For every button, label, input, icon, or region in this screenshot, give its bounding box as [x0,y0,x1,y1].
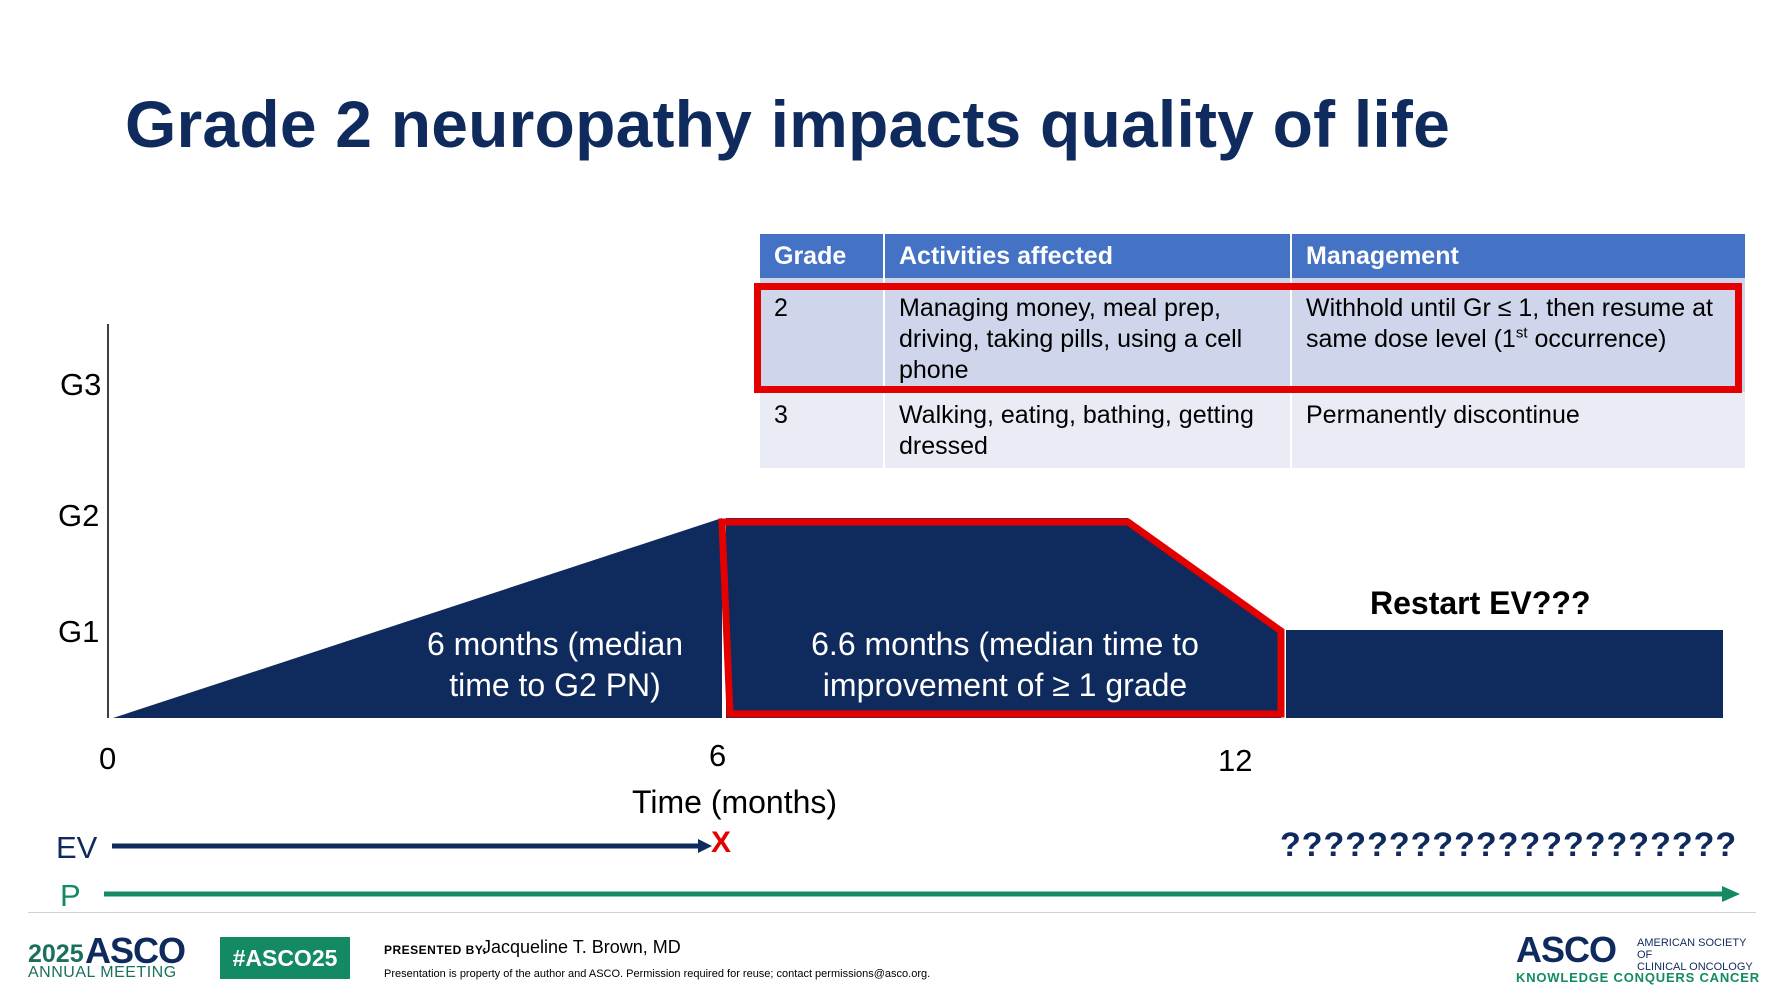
table-row: 3 Walking, eating, bathing, getting dres… [760,392,1747,468]
ev-stop-mark: X [711,826,732,859]
annual-meeting-label: ANNUAL MEETING [28,964,177,981]
cell-grade: 3 [760,392,885,468]
onset-ramp-shape [113,518,722,718]
cell-activities: Walking, eating, bathing, getting dresse… [884,392,1292,468]
y-tick-g1: G1 [58,614,100,649]
society-line: CLINICAL ONCOLOGY [1637,961,1753,973]
management-text-end: occurrence) [1527,325,1667,353]
x-tick-0: 0 [99,741,117,776]
ev-arrow-head [698,839,712,853]
x-axis-label: Time (months) [632,784,838,820]
meeting-year: 2025 [28,940,84,968]
society-line: AMERICAN SOCIETY OF [1637,937,1747,961]
table-row: 2 Managing money, meal prep, driving, ta… [760,278,1747,392]
ev-lane-label: EV [56,830,98,865]
asco-tagline: KNOWLEDGE CONQUERS CANCER [1516,970,1760,985]
onset-phase-label: 6 months (median time to G2 PN) [400,624,710,706]
restart-ev-label: Restart EV??? [1370,585,1591,621]
presenter-name: Jacqueline T. Brown, MD [482,937,681,957]
cell-activities: Managing money, meal prep, driving, taki… [884,278,1292,392]
header-activities: Activities affected [884,234,1292,278]
cell-grade: 2 [760,278,885,392]
p-lane-label: P [60,878,81,913]
copyright-disclaimer: Presentation is property of the author a… [384,968,931,980]
header-management: Management [1291,234,1747,278]
g1-bar [1286,630,1723,718]
grade-management-table: Grade Activities affected Management 2 M… [760,234,1747,468]
management-text: Permanently discontinue [1306,401,1580,429]
presented-by-label: PRESENTED BY: [384,943,487,957]
y-tick-g3: G3 [60,367,102,402]
cell-management: Permanently discontinue [1291,392,1747,468]
label-line: time to G2 PN) [449,667,661,703]
superscript: st [1515,324,1528,342]
table-header-row: Grade Activities affected Management [760,234,1747,278]
label-line: 6.6 months (median time to [811,626,1199,662]
improvement-phase-label: 6.6 months (median time to improvement o… [770,624,1240,706]
management-text: Withhold until Gr ≤ 1, then resume at sa… [1306,294,1713,353]
hashtag-badge: #ASCO25 [220,937,350,979]
asco-meeting-logo: ASCO [85,930,186,971]
slide-title: Grade 2 neuropathy impacts quality of li… [125,87,1451,161]
footer-divider [28,912,1756,913]
x-tick-6: 6 [709,738,727,773]
y-tick-g2: G2 [58,498,100,533]
asco-logo: ASCO [1516,929,1617,970]
asco-society-name: AMERICAN SOCIETY OF CLINICAL ONCOLOGY [1637,937,1757,973]
ev-future-question-marks: ????????????????????? [1280,826,1738,864]
improvement-shape [726,518,1281,718]
cell-management: Withhold until Gr ≤ 1, then resume at sa… [1291,278,1747,392]
label-line: 6 months (median [426,626,684,662]
x-tick-12: 12 [1218,743,1253,778]
improvement-highlight [718,518,1285,718]
label-line: improvement of ≥ 1 grade [822,667,1188,703]
header-grade: Grade [760,234,885,278]
p-arrow-head [1722,886,1740,902]
